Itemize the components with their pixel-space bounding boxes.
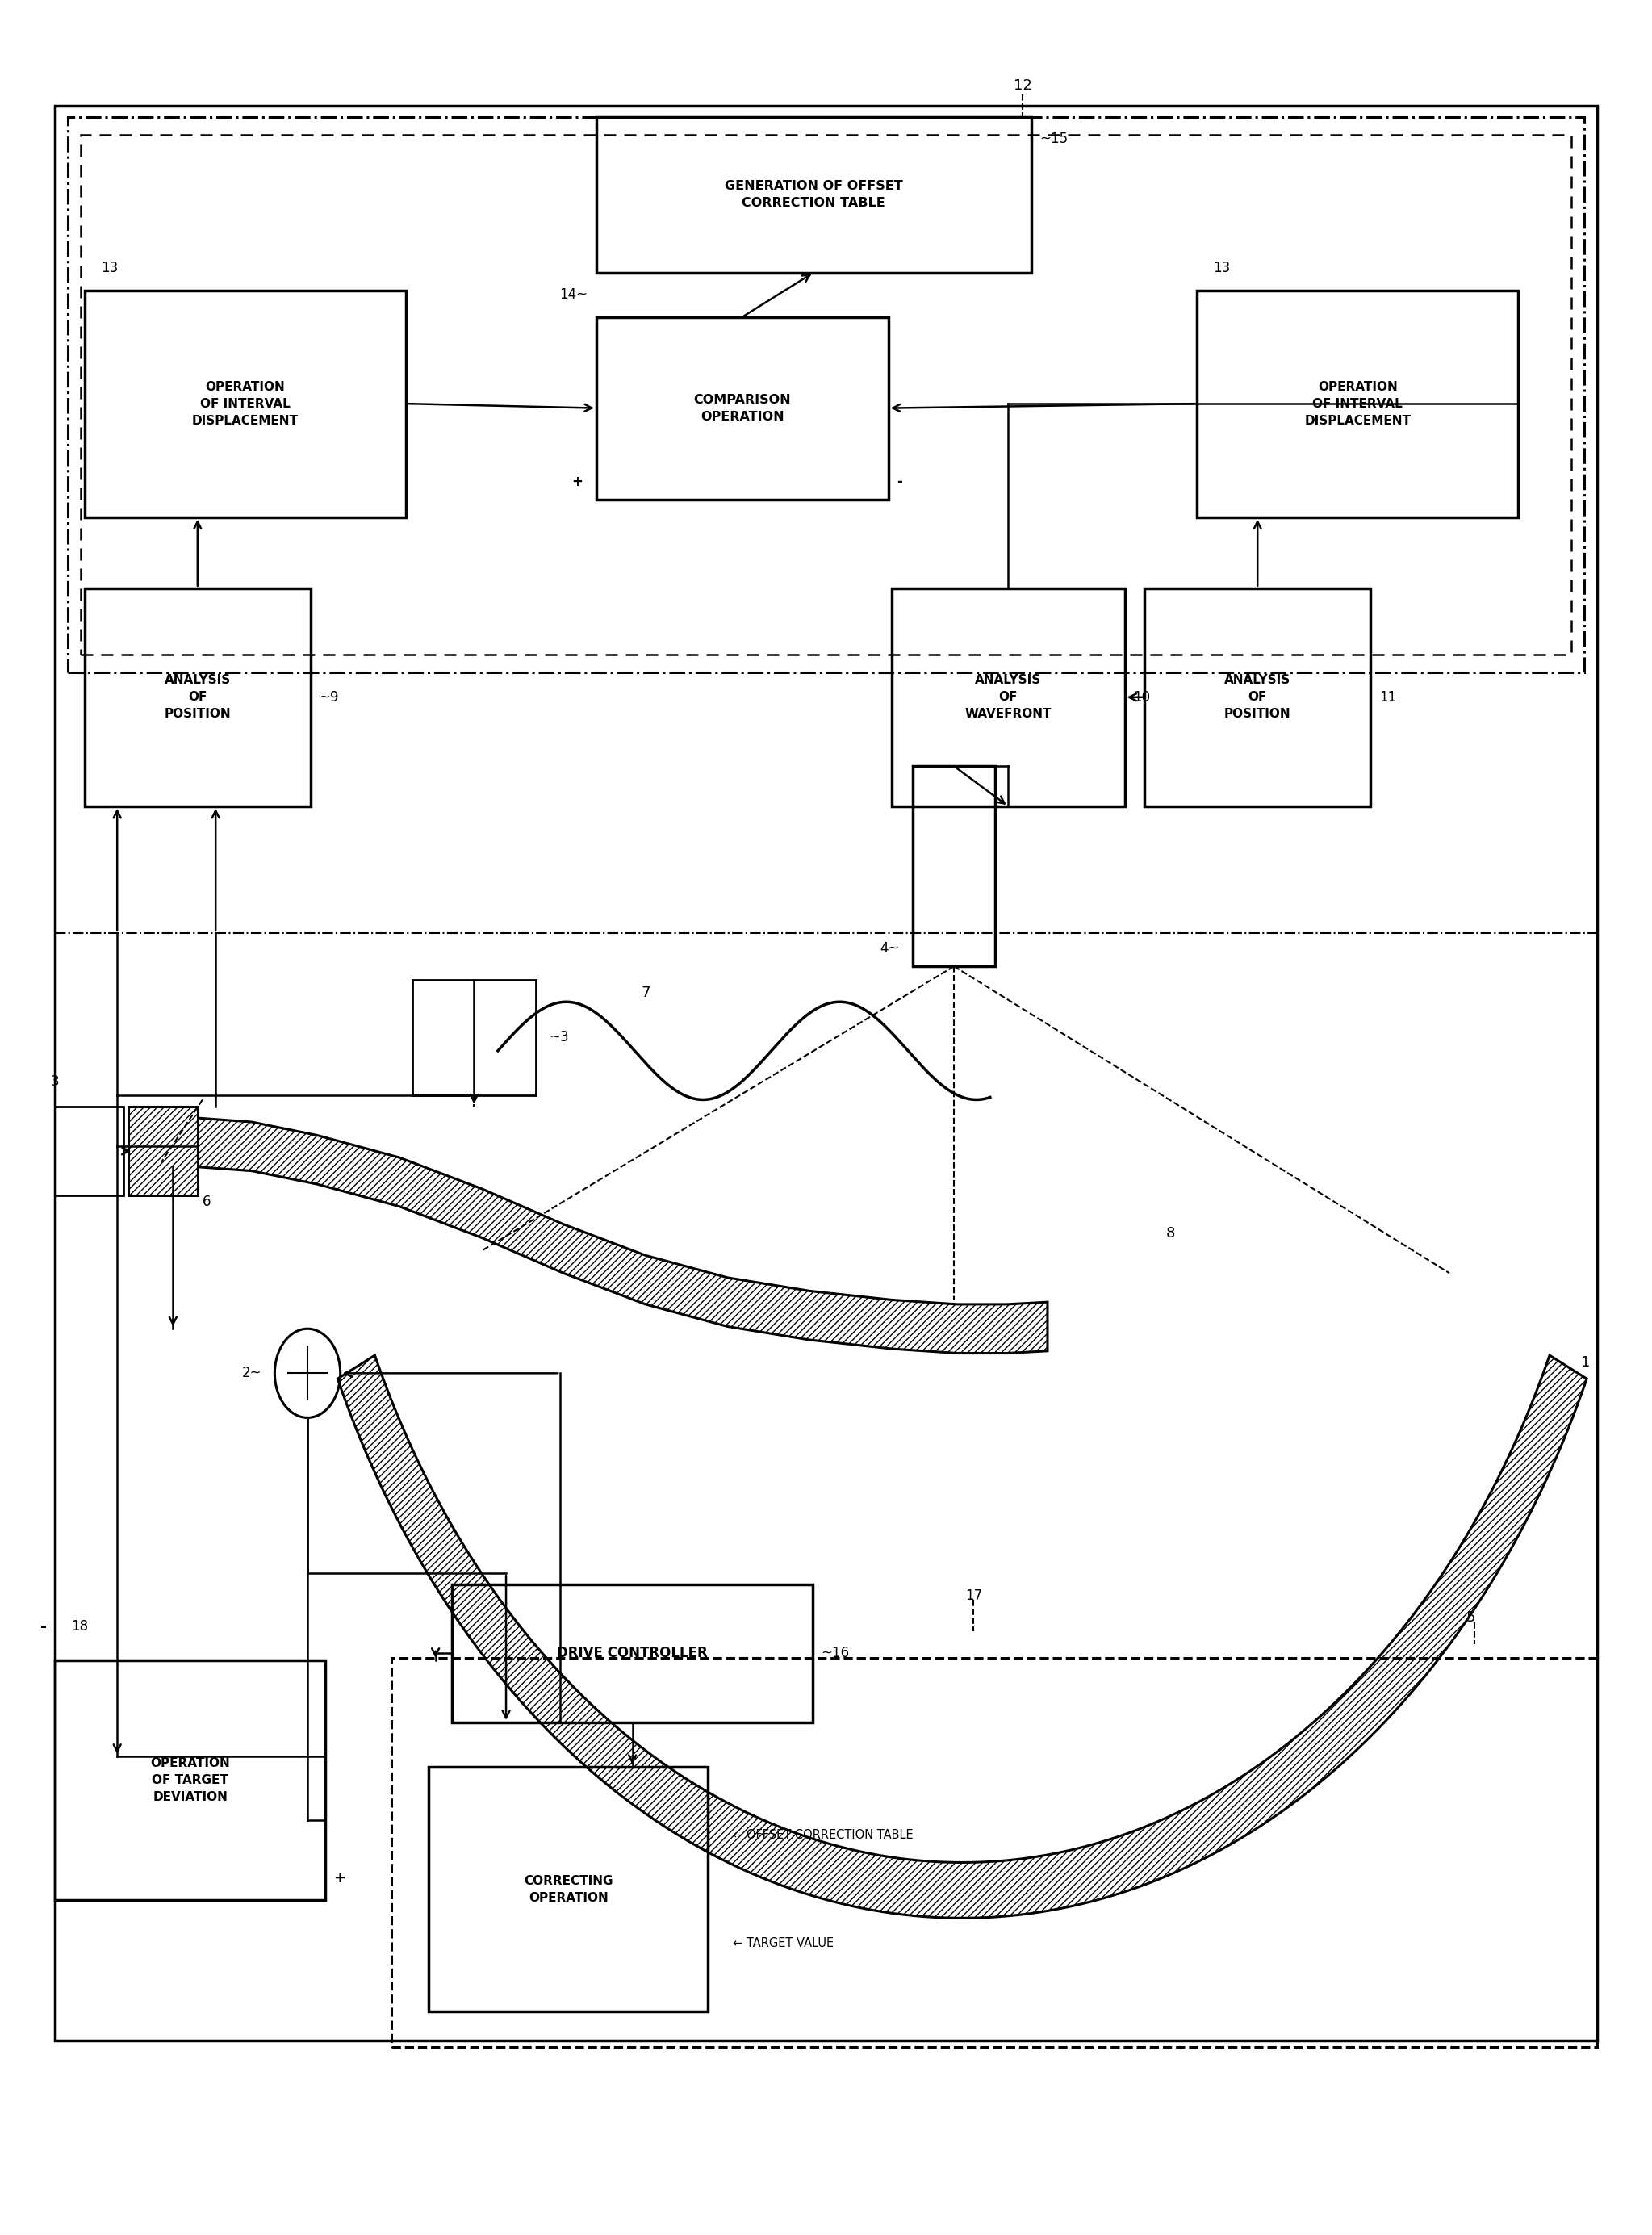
Polygon shape — [337, 1354, 1588, 1918]
Text: OPERATION
OF INTERVAL
DISPLACEMENT: OPERATION OF INTERVAL DISPLACEMENT — [1305, 380, 1411, 427]
Text: 18: 18 — [71, 1620, 88, 1634]
Bar — [914, 767, 995, 966]
Text: 3: 3 — [51, 1075, 59, 1088]
Text: OPERATION
OF INTERVAL
DISPLACEMENT: OPERATION OF INTERVAL DISPLACEMENT — [192, 380, 299, 427]
Text: ANALYSIS
OF
WAVEFRONT: ANALYSIS OF WAVEFRONT — [965, 675, 1052, 720]
Text: 6: 6 — [203, 1196, 211, 1209]
Text: 1: 1 — [1581, 1354, 1589, 1370]
Text: 10: 10 — [1133, 691, 1150, 704]
Text: 14~: 14~ — [560, 288, 588, 302]
Text: 12: 12 — [1014, 78, 1032, 94]
Text: ANALYSIS
OF
POSITION: ANALYSIS OF POSITION — [1224, 675, 1290, 720]
Bar — [1196, 291, 1518, 516]
Bar — [84, 291, 406, 516]
Text: GENERATION OF OFFSET
CORRECTION TABLE: GENERATION OF OFFSET CORRECTION TABLE — [725, 181, 902, 210]
Text: +: + — [572, 474, 583, 489]
Text: ← TARGET VALUE: ← TARGET VALUE — [732, 1938, 834, 1949]
Bar — [413, 979, 535, 1095]
Bar — [55, 1106, 124, 1196]
Text: OPERATION
OF TARGET
DEVIATION: OPERATION OF TARGET DEVIATION — [150, 1757, 230, 1804]
Text: ← OFFSET CORRECTION TABLE: ← OFFSET CORRECTION TABLE — [732, 1828, 914, 1842]
Text: +: + — [334, 1871, 345, 1886]
Text: ANALYSIS
OF
POSITION: ANALYSIS OF POSITION — [164, 675, 231, 720]
Bar — [84, 588, 311, 807]
Bar — [55, 105, 1597, 2041]
Text: 13: 13 — [101, 261, 117, 275]
Polygon shape — [129, 1106, 198, 1196]
Bar — [1145, 588, 1371, 807]
Text: 8: 8 — [1166, 1225, 1175, 1240]
Text: ~16: ~16 — [821, 1647, 849, 1661]
Bar — [892, 588, 1125, 807]
Text: 4~: 4~ — [881, 941, 900, 957]
Bar — [596, 116, 1031, 273]
Text: ~3: ~3 — [548, 1030, 568, 1044]
Bar — [596, 317, 889, 498]
Text: 2~: 2~ — [241, 1366, 261, 1381]
Bar — [55, 1661, 325, 1900]
Text: 17: 17 — [965, 1589, 983, 1602]
Text: 7: 7 — [641, 986, 651, 1001]
Bar — [68, 116, 1584, 673]
Text: ~9: ~9 — [319, 691, 339, 704]
Bar — [453, 1585, 813, 1723]
Text: ~15: ~15 — [1039, 132, 1067, 145]
Text: 11: 11 — [1379, 691, 1396, 704]
Text: COMPARISON
OPERATION: COMPARISON OPERATION — [694, 393, 791, 422]
Text: DRIVE CONTROLLER: DRIVE CONTROLLER — [557, 1647, 707, 1661]
Bar — [392, 1658, 1597, 2047]
Text: 13: 13 — [1213, 261, 1231, 275]
Text: CORRECTING
OPERATION: CORRECTING OPERATION — [524, 1875, 613, 1904]
Text: -: - — [40, 1618, 46, 1634]
Text: -: - — [897, 474, 902, 489]
Polygon shape — [192, 1118, 1047, 1352]
Bar — [430, 1768, 707, 2011]
Text: 5: 5 — [1465, 1611, 1475, 1625]
Bar — [81, 134, 1571, 655]
